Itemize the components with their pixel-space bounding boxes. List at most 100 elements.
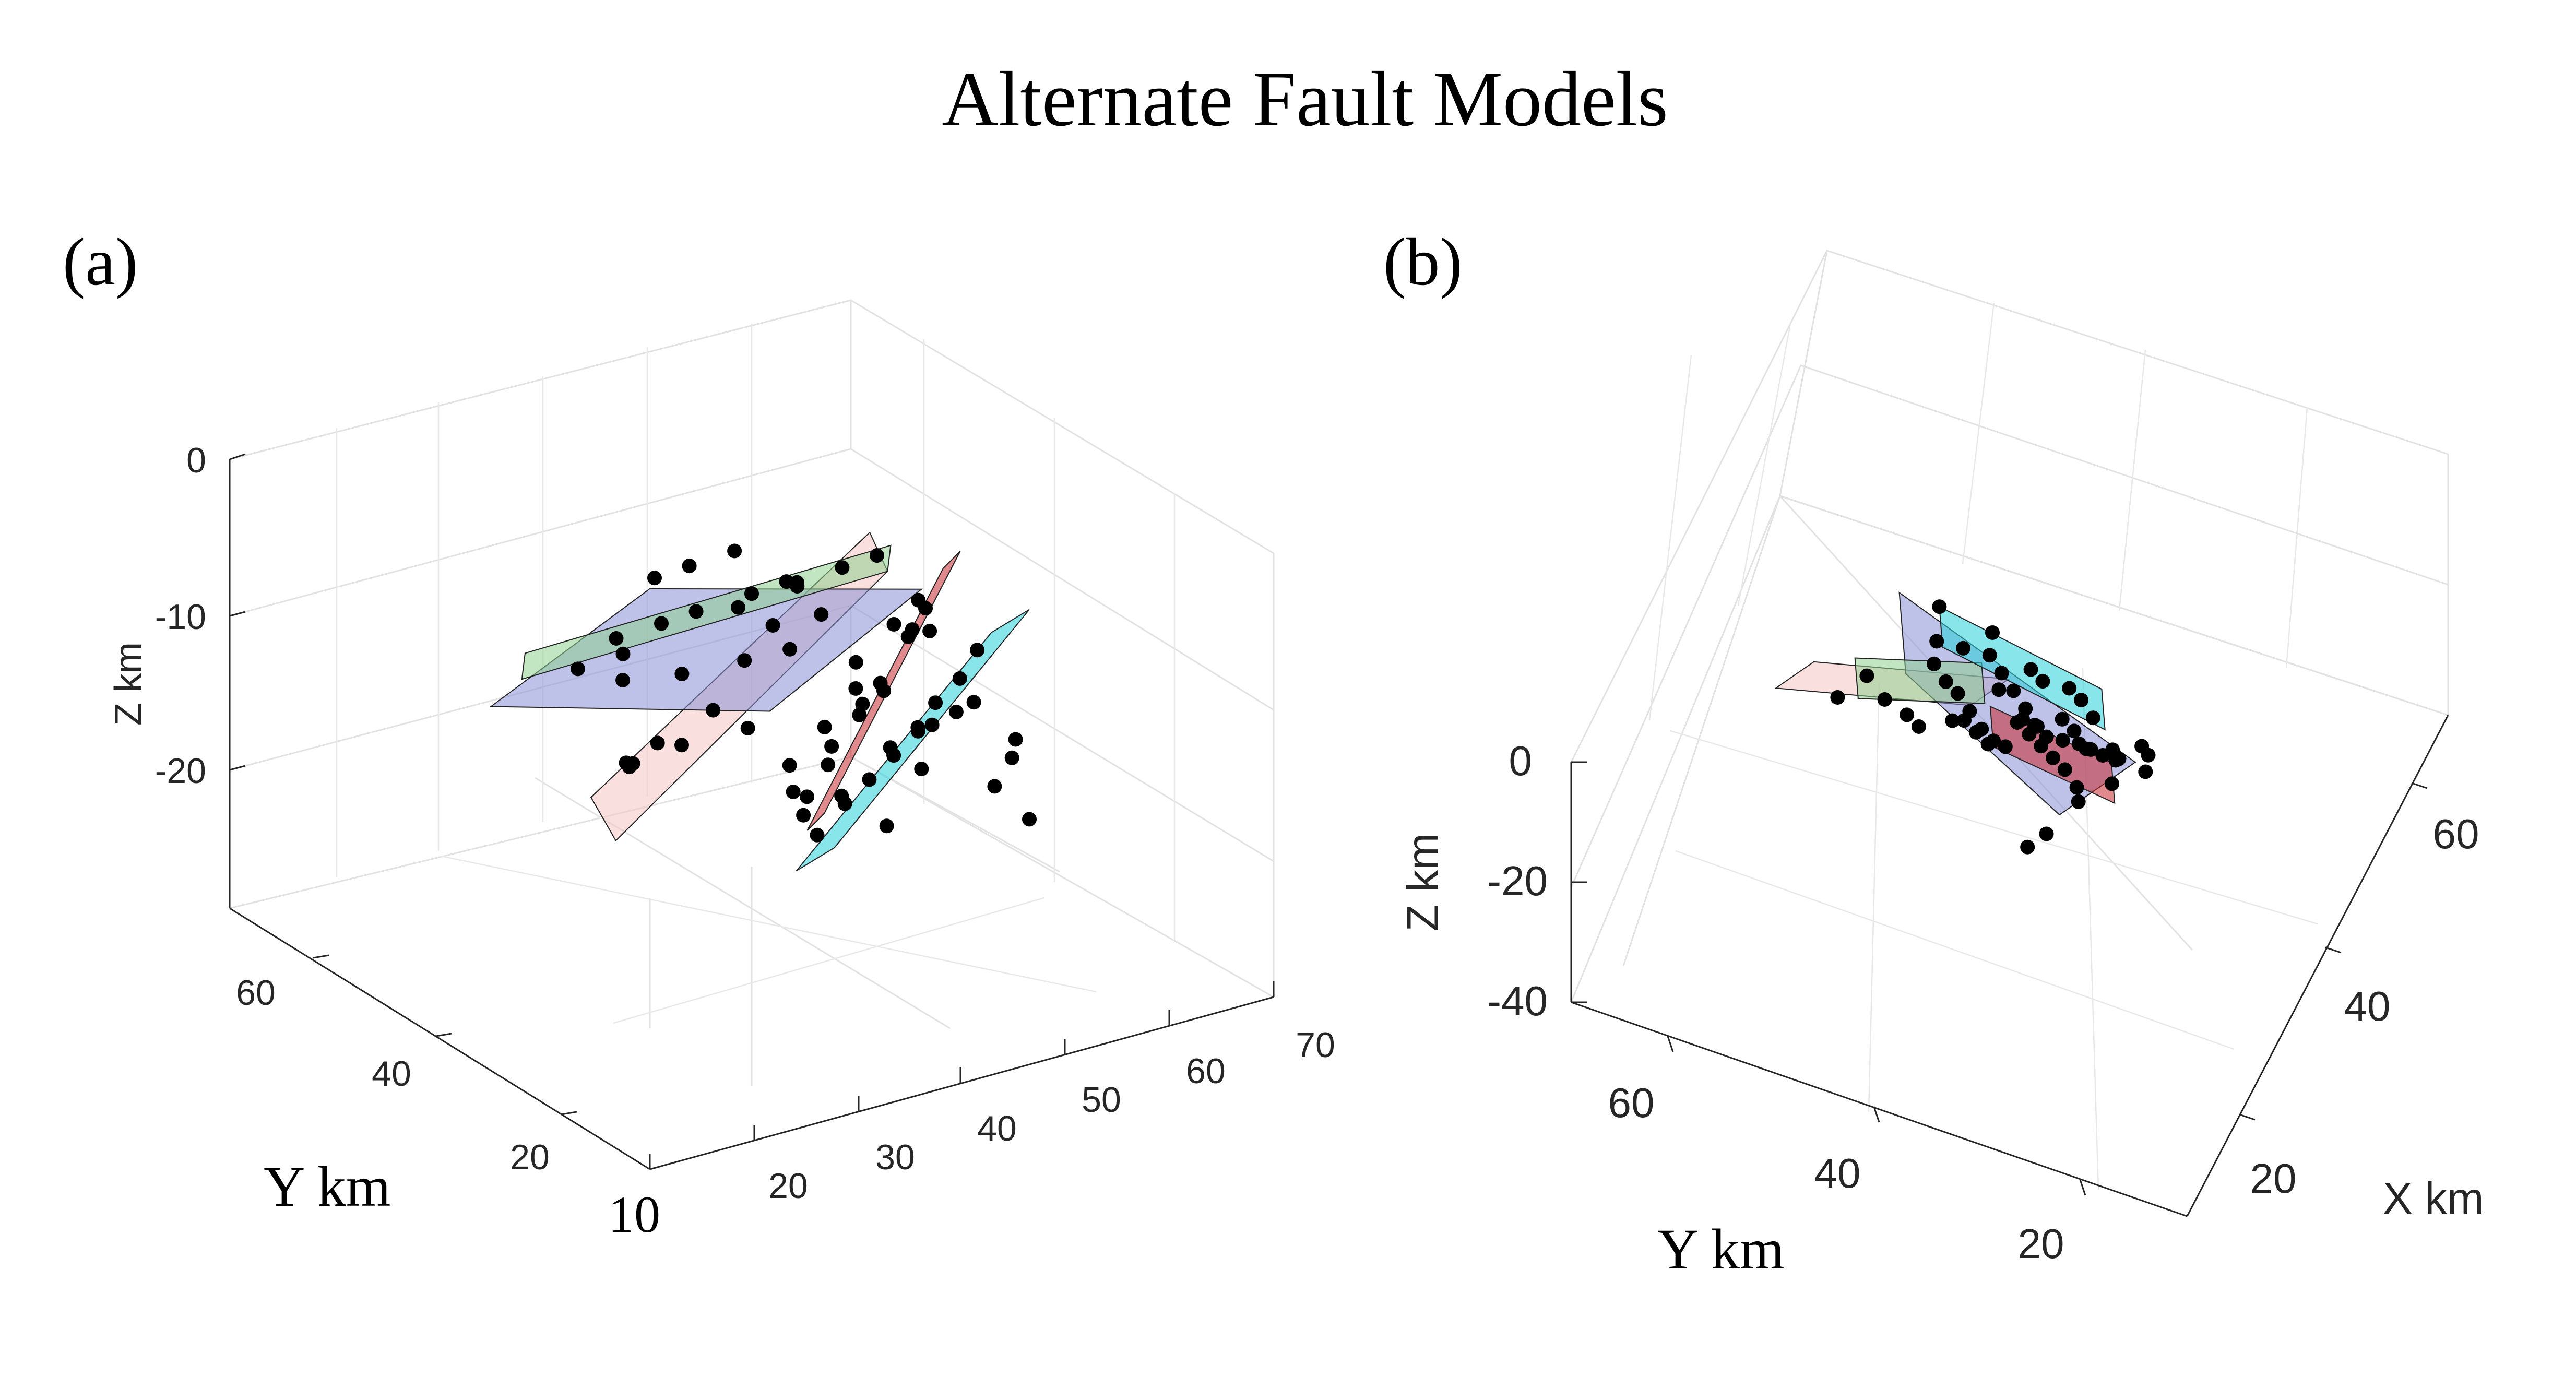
hypocenter-point: [2071, 794, 2086, 809]
panel-b-x-tick-2: 60: [2433, 811, 2479, 857]
hypocenter-point: [2105, 776, 2119, 791]
hypocenter-point: [2067, 723, 2082, 739]
panel-a-y-tick-2: 60: [236, 973, 276, 1013]
panel-b-z-tick-1: -20: [1487, 858, 1548, 904]
hypocenter-point: [910, 720, 925, 735]
hypocenter-point: [879, 818, 894, 834]
hypocenter-point: [731, 600, 745, 615]
panel-a: (a): [63, 224, 1335, 1243]
hypocenter-point: [782, 758, 797, 773]
panel-b-x-label: X km: [2383, 1174, 2484, 1224]
hypocenter-point: [1962, 704, 1977, 719]
figure-title: Alternate Fault Models: [942, 56, 1668, 143]
panel-b: (b): [1383, 224, 2484, 1281]
panel-b-x-tick-0: 20: [2250, 1155, 2297, 1202]
hypocenter-point: [2069, 780, 2084, 795]
hypocenter-point: [1927, 656, 1941, 671]
hypocenter-point: [1004, 750, 1019, 765]
panel-a-y-tick-1: 40: [372, 1054, 411, 1094]
hypocenter-point: [740, 720, 755, 735]
panel-a-grid: [336, 324, 1176, 1024]
hypocenter-point: [848, 681, 863, 696]
panel-a-x-tick-5: 60: [1186, 1051, 1226, 1091]
hypocenter-point: [922, 623, 937, 638]
hypocenter-point: [682, 559, 697, 574]
hypocenter-point: [2039, 729, 2054, 744]
hypocenter-point: [2074, 693, 2088, 708]
hypocenter-point: [609, 631, 624, 646]
hypocenter-point: [782, 642, 798, 657]
panel-a-z-tick-1: -10: [155, 597, 206, 637]
hypocenter-point: [2023, 662, 2038, 677]
hypocenter-point: [814, 607, 829, 622]
panel-a-y-tick-0: 20: [510, 1137, 550, 1177]
panel-a-hypocenters: [571, 543, 1037, 843]
hypocenter-point: [1956, 640, 1970, 656]
panel-b-y-tick-0: 20: [2018, 1220, 2064, 1267]
hypocenter-point: [2083, 742, 2098, 757]
fault-plane: [1939, 606, 2106, 731]
hypocenter-point: [615, 646, 631, 661]
panel-a-x-tick-3: 40: [977, 1109, 1017, 1148]
hypocenter-point: [855, 696, 870, 711]
hypocenter-point: [2057, 762, 2072, 777]
fault-plane: [796, 609, 1030, 872]
hypocenter-point: [952, 671, 967, 686]
panel-b-label: (b): [1383, 224, 1463, 300]
hypocenter-point: [1008, 732, 1023, 747]
hypocenter-point: [2039, 826, 2054, 841]
hypocenter-point: [810, 827, 825, 843]
hypocenter-point: [1900, 707, 1915, 722]
panel-b-z-label: Z km: [1398, 833, 1448, 932]
hypocenter-point: [674, 667, 690, 681]
hypocenter-point: [848, 655, 863, 670]
panel-a-z-tick-0: 0: [186, 441, 206, 480]
panel-a-z-tick-2: -20: [155, 751, 206, 791]
hypocenter-point: [1830, 690, 1845, 705]
hypocenter-point: [2006, 683, 2021, 698]
hypocenter-point: [835, 560, 850, 575]
panel-a-label: (a): [63, 224, 138, 300]
hypocenter-point: [622, 760, 637, 775]
panel-a-x-tick-4: 50: [1082, 1080, 1121, 1120]
hypocenter-point: [914, 762, 929, 777]
hypocenter-point: [886, 617, 901, 632]
hypocenter-point: [786, 785, 801, 799]
panel-a-axes: [229, 453, 1275, 1170]
hypocenter-point: [1986, 733, 2001, 749]
panel-b-box: [1570, 250, 2449, 1003]
panel-a-x-tick-6: 70: [1296, 1025, 1335, 1065]
hypocenter-point: [571, 661, 585, 677]
hypocenter-point: [1974, 721, 1989, 737]
hypocenter-point: [2015, 711, 2030, 727]
panel-b-y-tick-1: 40: [1814, 1150, 1861, 1196]
hypocenter-point: [1929, 634, 1944, 649]
hypocenter-point: [873, 675, 888, 691]
panel-b-y-label: Y km: [1657, 1217, 1784, 1281]
hypocenter-point: [737, 653, 752, 668]
hypocenter-point: [2138, 764, 2153, 779]
panel-b-y-tick-2: 60: [1608, 1079, 1655, 1126]
hypocenter-point: [2046, 750, 2060, 765]
hypocenter-point: [706, 703, 721, 718]
hypocenter-point: [1985, 625, 2000, 640]
hypocenter-point: [1950, 686, 1965, 701]
panel-a-fault-planes: [489, 531, 1030, 872]
hypocenter-point: [824, 739, 839, 754]
hypocenter-point: [796, 808, 811, 823]
hypocenter-point: [883, 740, 898, 755]
hypocenter-point: [924, 717, 940, 732]
panel-a-x-tick-2: 30: [875, 1137, 915, 1177]
panel-a-x-tick-1: 20: [768, 1166, 808, 1206]
hypocenter-point: [727, 543, 742, 559]
hypocenter-point: [905, 622, 920, 637]
fault-plane: [489, 588, 923, 712]
hypocenter-point: [987, 779, 1002, 794]
hypocenter-point: [765, 618, 780, 633]
hypocenter-point: [862, 772, 877, 787]
panel-b-hypocenters: [1830, 599, 2156, 855]
hypocenter-point: [1938, 674, 1953, 689]
hypocenter-point: [800, 789, 814, 804]
panel-b-z-tick-2: -40: [1487, 978, 1548, 1024]
